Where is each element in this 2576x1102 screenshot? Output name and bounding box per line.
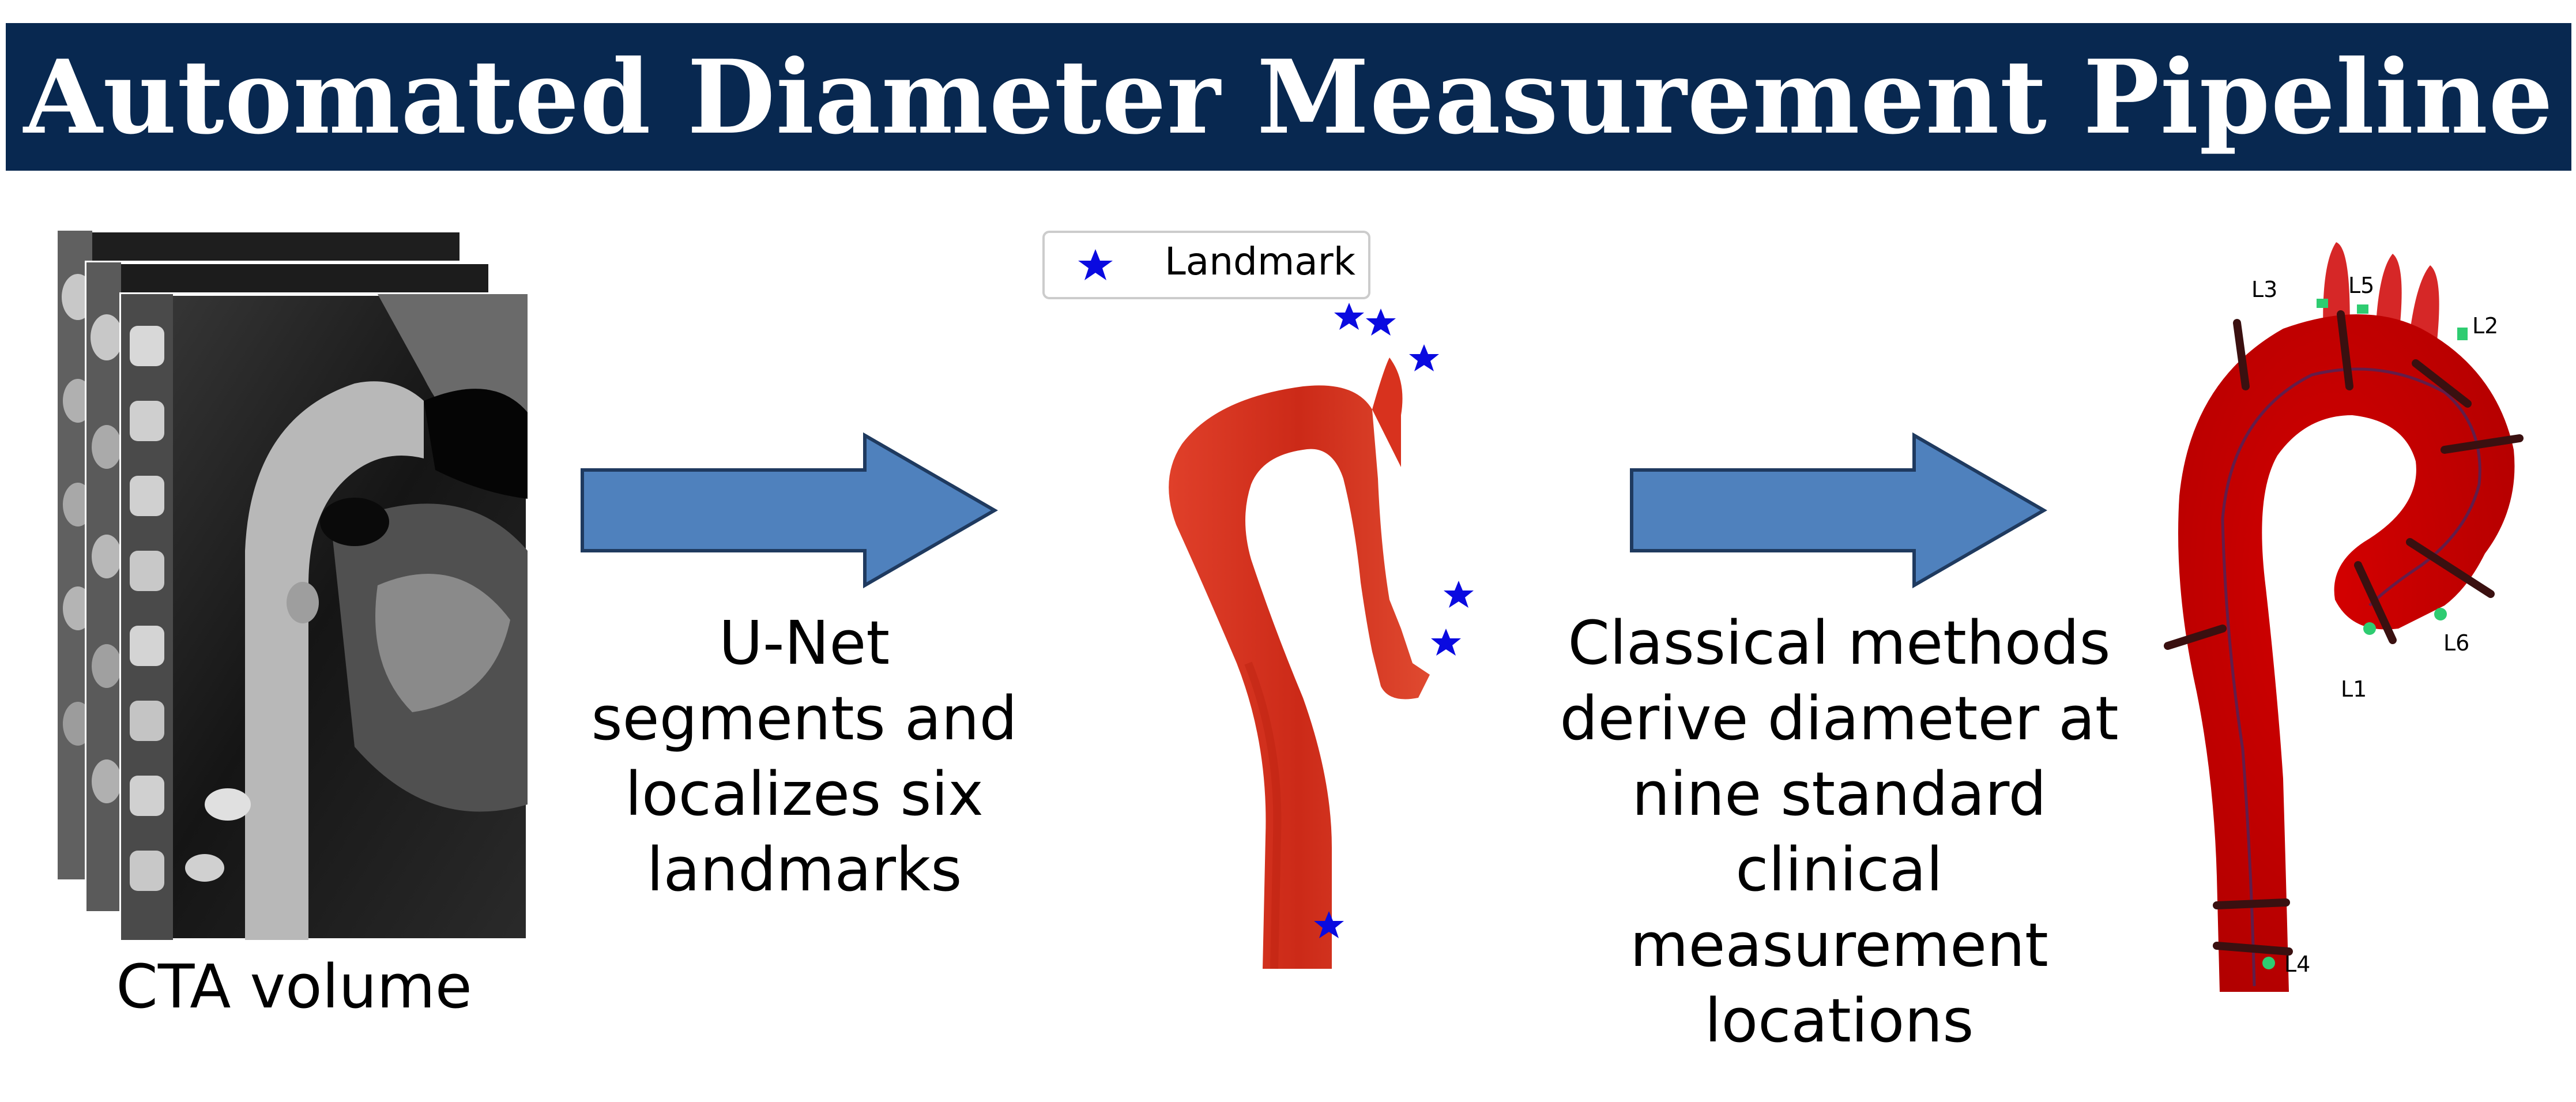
star-icon <box>1366 309 1396 336</box>
unet-caption-line-4: landmarks <box>646 834 962 905</box>
star-icon <box>1444 581 1474 608</box>
classical-caption-line-1: Classical methods <box>1568 608 2111 678</box>
label-l4: L4 <box>2284 951 2310 977</box>
cta-volume-stack <box>56 229 529 942</box>
unet-caption-line-3: localizes six <box>625 759 984 829</box>
title-banner: Automated Diameter Measurement Pipeline <box>6 23 2571 171</box>
unet-caption: U-Net segments and localizes six landmar… <box>536 605 1072 908</box>
label-l6: L6 <box>2443 630 2469 656</box>
landmark-star-4 <box>1444 581 1474 608</box>
landmark-legend: Landmark <box>1042 231 1370 299</box>
label-l1: L1 <box>2341 676 2367 702</box>
unet-caption-line-2: segments and <box>591 683 1018 754</box>
arrow-right-icon <box>1630 432 2047 589</box>
legend-label: Landmark <box>1165 239 1356 284</box>
segmentation-view: Landmark <box>1042 231 1474 969</box>
classical-caption-line-2: derive diameter at <box>1560 683 2119 754</box>
cta-slice-front <box>119 292 529 942</box>
landmark-star-5 <box>1431 629 1461 656</box>
star-icon <box>1078 249 1113 280</box>
landmark-star-2 <box>1366 309 1396 336</box>
aorta-segmentation <box>1169 385 1430 969</box>
cta-volume-caption: CTA volume <box>116 951 472 1022</box>
aorta-measurement-model: L3 L5 L2 L6 L1 L4 <box>2164 242 2524 992</box>
flow-arrow-1 <box>581 432 998 589</box>
classical-caption-line-4: clinical <box>1735 834 1943 905</box>
label-l3: L3 <box>2251 277 2277 302</box>
landmark-star-6 <box>1314 911 1344 938</box>
classical-caption: Classical methods derive diameter at nin… <box>1505 605 2174 1059</box>
unet-caption-line-1: U-Net <box>718 608 890 678</box>
landmark-star-3 <box>1409 344 1439 371</box>
arrow-right-icon <box>581 432 998 589</box>
label-l2: L2 <box>2472 313 2498 339</box>
classical-caption-line-5: measurement <box>1630 910 2048 980</box>
flow-arrow-2 <box>1630 432 2047 589</box>
classical-caption-line-6: locations <box>1704 986 1974 1056</box>
star-icon <box>1431 629 1461 656</box>
star-icon <box>1409 344 1439 371</box>
page-title: Automated Diameter Measurement Pipeline <box>23 37 2554 157</box>
aorta-model <box>2178 314 2515 992</box>
label-l5: L5 <box>2348 273 2374 298</box>
landmark-star-1 <box>1334 303 1364 330</box>
classical-caption-line-3: nine standard <box>1632 759 2047 829</box>
star-icon <box>1334 303 1364 330</box>
star-icon <box>1314 911 1344 938</box>
